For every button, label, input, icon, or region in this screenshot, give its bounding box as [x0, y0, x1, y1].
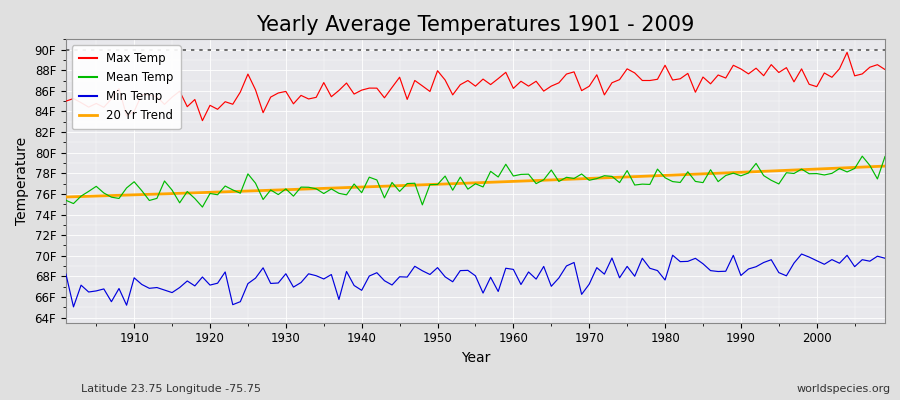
- Text: Latitude 23.75 Longitude -75.75: Latitude 23.75 Longitude -75.75: [81, 384, 261, 394]
- Text: worldspecies.org: worldspecies.org: [796, 384, 891, 394]
- Y-axis label: Temperature: Temperature: [15, 137, 29, 225]
- X-axis label: Year: Year: [461, 351, 491, 365]
- Title: Yearly Average Temperatures 1901 - 2009: Yearly Average Temperatures 1901 - 2009: [256, 15, 695, 35]
- Legend: Max Temp, Mean Temp, Min Temp, 20 Yr Trend: Max Temp, Mean Temp, Min Temp, 20 Yr Tre…: [72, 45, 181, 129]
